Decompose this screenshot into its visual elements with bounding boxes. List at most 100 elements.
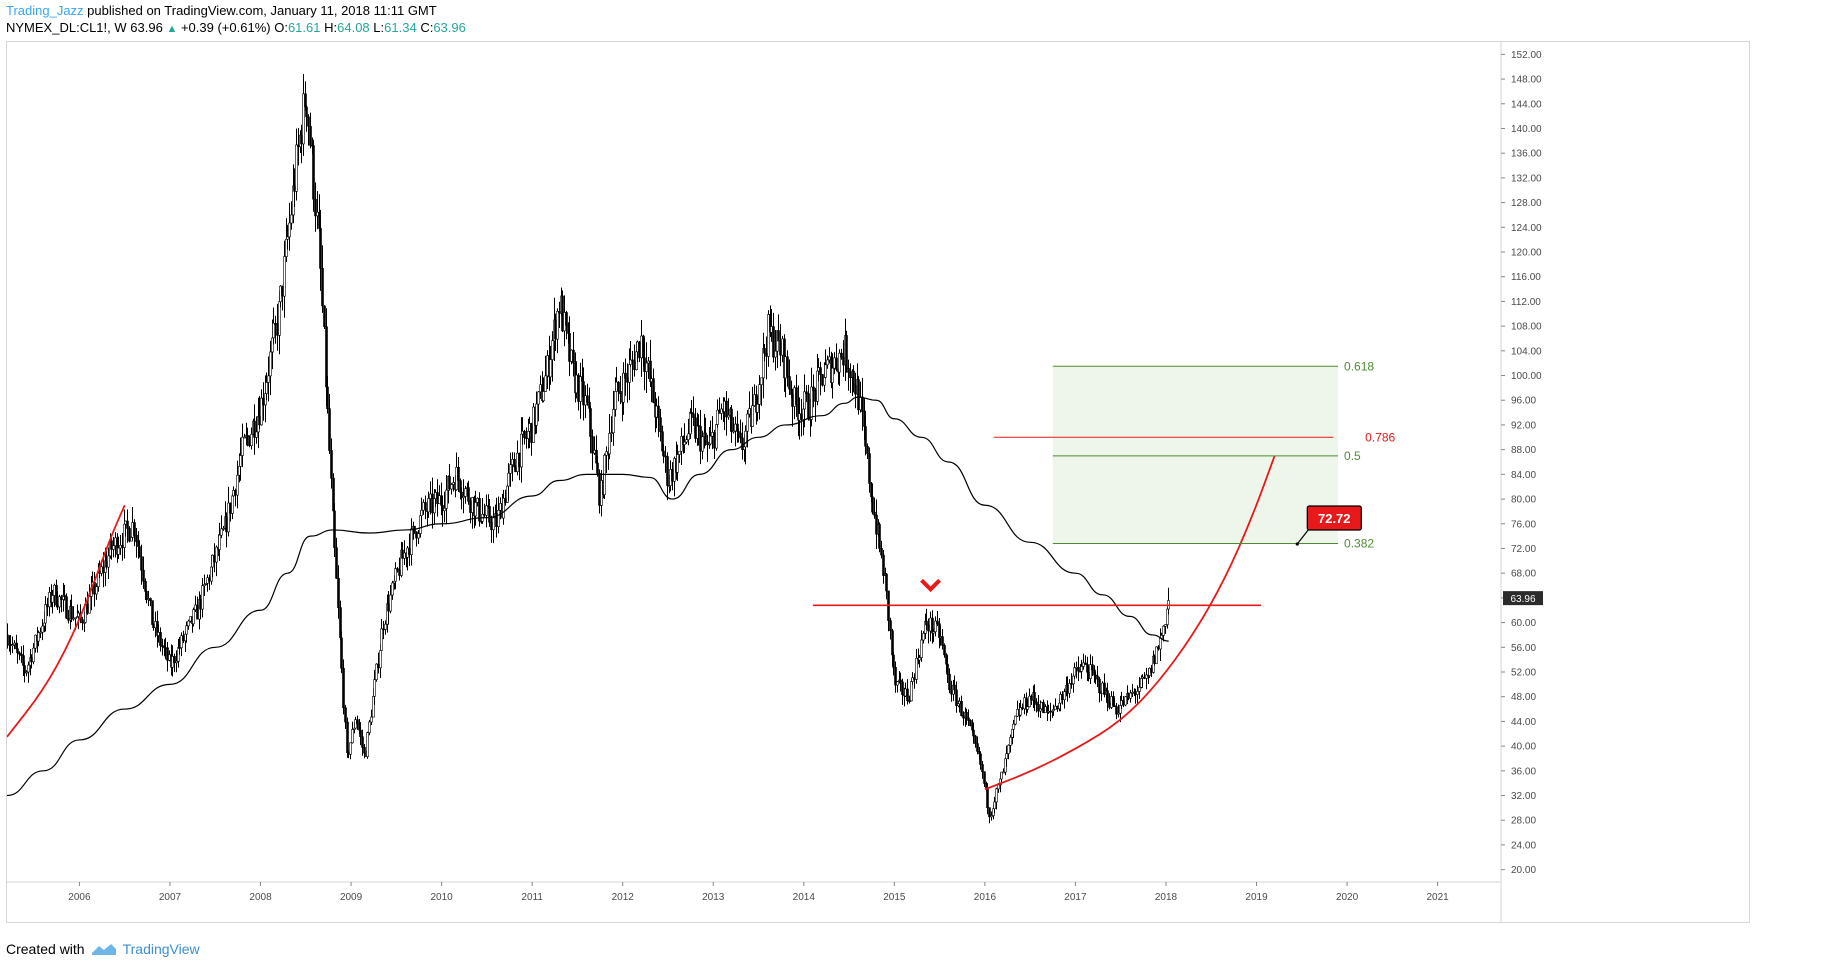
candle-body bbox=[356, 719, 359, 725]
candle-body bbox=[229, 502, 232, 514]
candle-body bbox=[1138, 687, 1141, 692]
candle-body bbox=[974, 735, 977, 744]
candle-body bbox=[467, 487, 470, 502]
price-chart-svg[interactable]: 20.00 24.00 28.00 32.00 36.00 40.00 44.00 48.00… bbox=[7, 42, 1749, 922]
price-tag-anchor bbox=[1295, 542, 1299, 546]
candle-body bbox=[1063, 691, 1066, 701]
candle-body bbox=[77, 612, 80, 617]
candle-body bbox=[1042, 702, 1045, 714]
candle-body bbox=[866, 446, 869, 454]
candle-body bbox=[288, 222, 291, 238]
candle-body bbox=[1077, 667, 1080, 672]
candle-body bbox=[786, 356, 789, 377]
candle-body bbox=[70, 606, 73, 620]
candle-body bbox=[340, 637, 343, 669]
candle-body bbox=[891, 630, 894, 656]
candle-body bbox=[164, 647, 167, 649]
candle-body bbox=[624, 372, 627, 379]
candle-body bbox=[117, 547, 120, 555]
candle-body bbox=[272, 322, 275, 339]
symbol-name[interactable]: NYMEX_DL:CL1!, W bbox=[6, 20, 127, 35]
candle-body bbox=[899, 679, 902, 683]
candle-body bbox=[922, 633, 925, 641]
candle-body bbox=[154, 621, 157, 628]
candle-body bbox=[147, 598, 150, 600]
candle-body bbox=[74, 617, 77, 619]
candle-body bbox=[126, 520, 129, 529]
candle-body bbox=[182, 635, 185, 642]
candle-body bbox=[730, 408, 733, 432]
open-value: 61.61 bbox=[287, 20, 321, 35]
candle-body bbox=[1106, 690, 1109, 704]
candle-body bbox=[1080, 666, 1083, 672]
candle-body bbox=[460, 491, 463, 498]
y-tick-label: 132.00 bbox=[1511, 173, 1542, 184]
candle-body bbox=[7, 634, 9, 646]
fib-level-label: 0.786 bbox=[1365, 430, 1395, 444]
candle-body bbox=[1129, 692, 1132, 699]
candle-body bbox=[241, 436, 244, 456]
candle-body bbox=[852, 370, 855, 386]
x-tick-label: 2012 bbox=[612, 892, 635, 903]
candle-body bbox=[349, 742, 352, 755]
candle-body bbox=[805, 391, 808, 394]
candle-body bbox=[572, 349, 575, 364]
y-tick-label: 60.00 bbox=[1511, 618, 1536, 629]
candle-body bbox=[265, 382, 268, 394]
candle-body bbox=[948, 673, 951, 691]
candle-body bbox=[502, 498, 505, 519]
candle-body bbox=[250, 433, 253, 446]
tradingview-logo-icon[interactable] bbox=[91, 942, 117, 956]
candle-body bbox=[231, 495, 234, 514]
candle-body bbox=[1089, 664, 1092, 679]
candle-body bbox=[18, 652, 21, 655]
candle-body bbox=[535, 403, 538, 426]
candle-body bbox=[462, 496, 465, 498]
candle-body bbox=[683, 441, 686, 445]
candle-body bbox=[889, 620, 892, 632]
candle-body bbox=[990, 815, 993, 818]
candle-body bbox=[840, 352, 843, 358]
chart-area[interactable]: 20.00 24.00 28.00 32.00 36.00 40.00 44.00 48.00… bbox=[6, 41, 1750, 923]
open-label: O: bbox=[274, 20, 288, 35]
candle-body bbox=[690, 411, 693, 415]
candle-body bbox=[610, 432, 613, 435]
candle-body bbox=[596, 462, 599, 474]
candle-body bbox=[741, 437, 744, 450]
candle-body bbox=[192, 609, 195, 625]
candle-body bbox=[335, 547, 338, 579]
candle-body bbox=[342, 667, 345, 709]
candle-body bbox=[314, 198, 317, 217]
candle-body bbox=[586, 395, 589, 403]
candle-body bbox=[1101, 682, 1104, 694]
candle-body bbox=[138, 546, 141, 558]
candle-body bbox=[44, 604, 47, 624]
candle-body bbox=[1044, 706, 1047, 714]
candle-body bbox=[612, 409, 615, 434]
candle-body bbox=[659, 417, 662, 432]
candle-body bbox=[380, 628, 383, 651]
candle-body bbox=[697, 425, 700, 427]
candle-body bbox=[568, 333, 571, 362]
up-arrow-icon: ▲ bbox=[166, 23, 178, 35]
close-label: C: bbox=[420, 20, 434, 35]
candle-body bbox=[988, 807, 991, 818]
low-label: L: bbox=[373, 20, 385, 35]
tradingview-link[interactable]: TradingView bbox=[122, 941, 200, 957]
candle-body bbox=[1162, 625, 1165, 636]
candle-body bbox=[124, 520, 127, 525]
last-price-label: 63.96 bbox=[1510, 594, 1535, 605]
candle-body bbox=[542, 391, 545, 401]
author-link[interactable]: Trading_Jazz bbox=[6, 3, 84, 18]
candle-body bbox=[72, 617, 75, 620]
candle-body bbox=[1019, 707, 1022, 716]
y-tick-label: 140.00 bbox=[1511, 124, 1542, 135]
candle-body bbox=[715, 424, 718, 449]
candle-body bbox=[657, 405, 660, 419]
candle-body bbox=[751, 405, 754, 427]
candle-body bbox=[180, 635, 183, 648]
candle-body bbox=[847, 367, 850, 373]
candle-body bbox=[523, 430, 526, 438]
candle-body bbox=[312, 145, 315, 200]
candle-body bbox=[145, 591, 148, 600]
